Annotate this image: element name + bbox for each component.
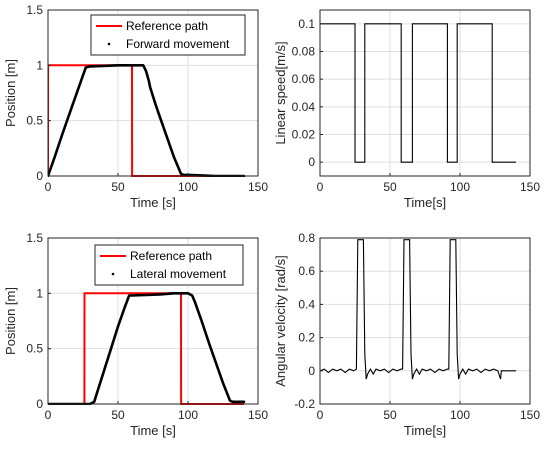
y-tick-label: 0.1: [298, 17, 315, 31]
y-tick-label: 0: [308, 364, 315, 378]
series-1-line: [320, 239, 516, 380]
y-tick-label: 0.2: [298, 331, 315, 345]
y-axis-label: Linear speed[m/s]: [273, 41, 288, 144]
y-tick-label: 1: [36, 286, 43, 300]
y-tick-label: 0.5: [26, 114, 43, 128]
legend-label: Forward movement: [126, 37, 230, 51]
x-tick-label: 100: [450, 408, 470, 422]
chart-panel-1: 0 50 100 150 0 0.5 1 1.5 Time [s] Position [m] Ref…: [3, 3, 268, 210]
y-tick-label: -0.2: [294, 397, 315, 411]
x-axis-label: Time[s]: [404, 423, 446, 438]
y-axis-label: Position [m]: [3, 287, 18, 355]
y-tick-label: 0.04: [292, 100, 316, 114]
x-tick-label: 50: [383, 408, 397, 422]
legend-marker: [111, 272, 115, 276]
axes-frame: [319, 9, 531, 177]
x-tick-label: 50: [383, 180, 397, 194]
legend-marker: [107, 42, 111, 46]
x-tick-label: 150: [520, 408, 540, 422]
x-tick-label: 150: [520, 180, 540, 194]
x-tick-label: 100: [178, 408, 198, 422]
legend-box: [90, 14, 246, 56]
x-tick-label: 150: [248, 180, 268, 194]
y-tick-label: 0: [308, 155, 315, 169]
series-2-line: [48, 291, 246, 405]
y-tick-label: 0.06: [292, 72, 316, 86]
x-tick-label: 100: [450, 180, 470, 194]
series-2-line: [48, 64, 246, 177]
y-axis-label: Position [m]: [3, 59, 18, 127]
y-tick-label: 1.5: [26, 3, 43, 17]
legend-box: [94, 244, 244, 286]
y-tick-label: 0.08: [292, 45, 316, 59]
x-tick-label: 0: [45, 180, 52, 194]
y-tick-label: 0.4: [298, 297, 315, 311]
legend: Reference path Forward movement: [90, 14, 246, 56]
axes-frame: [47, 9, 259, 177]
y-tick-label: 1.5: [26, 231, 43, 245]
y-axis-label: Angular velocity [rad/s]: [273, 255, 288, 387]
x-tick-label: 0: [317, 408, 324, 422]
y-tick-label: 0.6: [298, 264, 315, 278]
y-tick-label: 0: [36, 169, 43, 183]
series-group: [320, 239, 516, 380]
x-tick-label: 0: [45, 408, 52, 422]
x-tick-label: 50: [111, 408, 125, 422]
chart-panel-3: 0 50 100 150 0 0.5 1 1.5 Time [s] Position [m] Ref…: [3, 231, 268, 438]
x-axis-label: Time [s]: [130, 195, 176, 210]
legend-label: Reference path: [126, 19, 208, 33]
legend-label: Reference path: [130, 249, 212, 263]
plot-area: [320, 238, 530, 404]
legend: Reference path Lateral movement: [94, 244, 244, 286]
axes-frame: [47, 237, 259, 405]
legend-label: Lateral movement: [130, 267, 227, 281]
y-tick-label: 0.5: [26, 342, 43, 356]
y-tick-label: 0: [36, 397, 43, 411]
x-axis-label: Time[s]: [404, 195, 446, 210]
axes-frame: [319, 237, 531, 405]
x-tick-label: 150: [248, 408, 268, 422]
series-group: [320, 23, 516, 163]
x-tick-label: 0: [317, 180, 324, 194]
plot-area: [320, 10, 530, 176]
y-tick-label: 0.02: [292, 128, 316, 142]
y-tick-label: 1: [36, 58, 43, 72]
x-axis-label: Time [s]: [130, 423, 176, 438]
x-tick-label: 100: [178, 180, 198, 194]
series-1-line: [320, 23, 516, 163]
chart-panel-4: 0 50 100 150-0.200.20.40.60.8Time[s]Angular…: [273, 231, 540, 438]
x-tick-label: 50: [111, 180, 125, 194]
y-tick-label: 0.8: [298, 231, 315, 245]
chart-panel-2: 0 50 100 150 0 0.02 0.04 0.06 0.08 0.1 Time[s] Line…: [273, 9, 540, 210]
